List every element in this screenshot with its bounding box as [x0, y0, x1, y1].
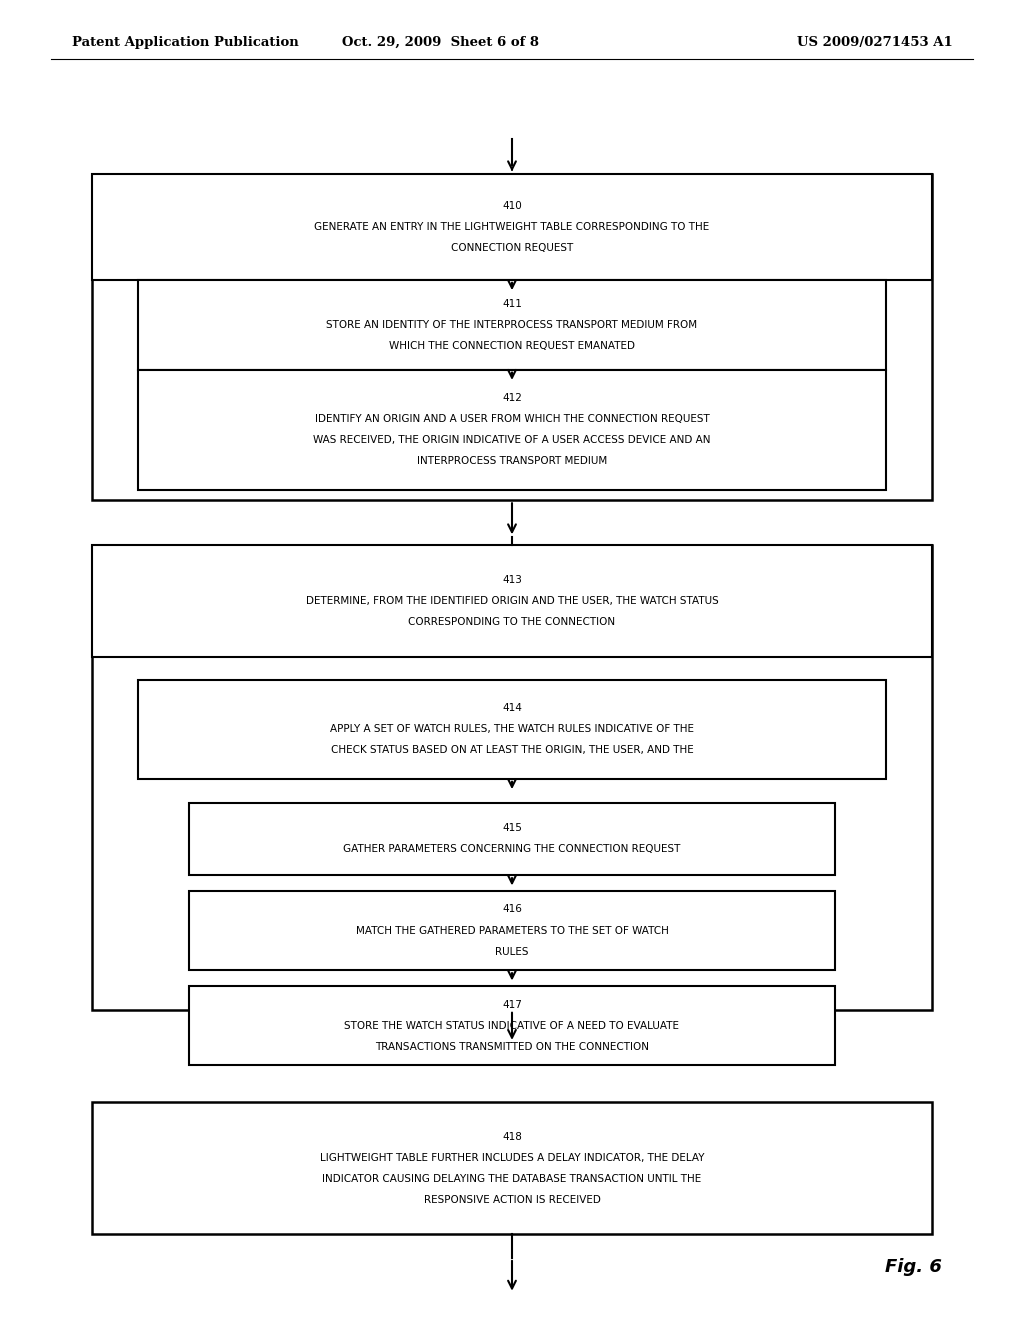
Text: INDICATOR CAUSING DELAYING THE DATABASE TRANSACTION UNTIL THE: INDICATOR CAUSING DELAYING THE DATABASE … [323, 1173, 701, 1184]
Text: IDENTIFY AN ORIGIN AND A USER FROM WHICH THE CONNECTION REQUEST: IDENTIFY AN ORIGIN AND A USER FROM WHICH… [314, 414, 710, 424]
Bar [138, 680, 886, 779]
Text: 413: 413 [502, 576, 522, 585]
Bar [189, 803, 835, 875]
Text: CONNECTION REQUEST: CONNECTION REQUEST [451, 243, 573, 253]
Text: CHECK STATUS BASED ON AT LEAST THE ORIGIN, THE USER, AND THE: CHECK STATUS BASED ON AT LEAST THE ORIGI… [331, 746, 693, 755]
Text: GATHER PARAMETERS CONCERNING THE CONNECTION REQUEST: GATHER PARAMETERS CONCERNING THE CONNECT… [343, 845, 681, 854]
Text: RULES: RULES [496, 946, 528, 957]
Text: STORE AN IDENTITY OF THE INTERPROCESS TRANSPORT MEDIUM FROM: STORE AN IDENTITY OF THE INTERPROCESS TR… [327, 319, 697, 330]
Text: STORE THE WATCH STATUS INDICATIVE OF A NEED TO EVALUATE: STORE THE WATCH STATUS INDICATIVE OF A N… [344, 1020, 680, 1031]
Bar [92, 174, 932, 500]
Bar [92, 545, 932, 657]
Text: RESPONSIVE ACTION IS RECEIVED: RESPONSIVE ACTION IS RECEIVED [424, 1195, 600, 1205]
Bar [189, 986, 835, 1065]
Text: TRANSACTIONS TRANSMITTED ON THE CONNECTION: TRANSACTIONS TRANSMITTED ON THE CONNECTI… [375, 1041, 649, 1052]
Text: DETERMINE, FROM THE IDENTIFIED ORIGIN AND THE USER, THE WATCH STATUS: DETERMINE, FROM THE IDENTIFIED ORIGIN AN… [305, 597, 719, 606]
Text: GENERATE AN ENTRY IN THE LIGHTWEIGHT TABLE CORRESPONDING TO THE: GENERATE AN ENTRY IN THE LIGHTWEIGHT TAB… [314, 222, 710, 232]
Text: 414: 414 [502, 704, 522, 713]
Text: Oct. 29, 2009  Sheet 6 of 8: Oct. 29, 2009 Sheet 6 of 8 [342, 36, 539, 49]
Bar [138, 280, 886, 370]
Text: 417: 417 [502, 999, 522, 1010]
Bar [138, 370, 886, 490]
Text: 416: 416 [502, 904, 522, 915]
Text: WHICH THE CONNECTION REQUEST EMANATED: WHICH THE CONNECTION REQUEST EMANATED [389, 341, 635, 351]
Text: APPLY A SET OF WATCH RULES, THE WATCH RULES INDICATIVE OF THE: APPLY A SET OF WATCH RULES, THE WATCH RU… [330, 725, 694, 734]
Text: CORRESPONDING TO THE CONNECTION: CORRESPONDING TO THE CONNECTION [409, 618, 615, 627]
Text: INTERPROCESS TRANSPORT MEDIUM: INTERPROCESS TRANSPORT MEDIUM [417, 457, 607, 466]
Text: US 2009/0271453 A1: US 2009/0271453 A1 [797, 36, 952, 49]
Text: 415: 415 [502, 824, 522, 833]
Text: 410: 410 [502, 201, 522, 211]
Bar [189, 891, 835, 970]
Bar [92, 1102, 932, 1234]
Text: 412: 412 [502, 393, 522, 403]
Text: Fig. 6: Fig. 6 [885, 1258, 942, 1276]
Text: LIGHTWEIGHT TABLE FURTHER INCLUDES A DELAY INDICATOR, THE DELAY: LIGHTWEIGHT TABLE FURTHER INCLUDES A DEL… [319, 1152, 705, 1163]
Text: WAS RECEIVED, THE ORIGIN INDICATIVE OF A USER ACCESS DEVICE AND AN: WAS RECEIVED, THE ORIGIN INDICATIVE OF A… [313, 436, 711, 445]
Text: 418: 418 [502, 1131, 522, 1142]
Text: Patent Application Publication: Patent Application Publication [72, 36, 298, 49]
Bar [92, 545, 932, 1010]
Bar [92, 174, 932, 280]
Text: MATCH THE GATHERED PARAMETERS TO THE SET OF WATCH: MATCH THE GATHERED PARAMETERS TO THE SET… [355, 925, 669, 936]
Text: 411: 411 [502, 298, 522, 309]
